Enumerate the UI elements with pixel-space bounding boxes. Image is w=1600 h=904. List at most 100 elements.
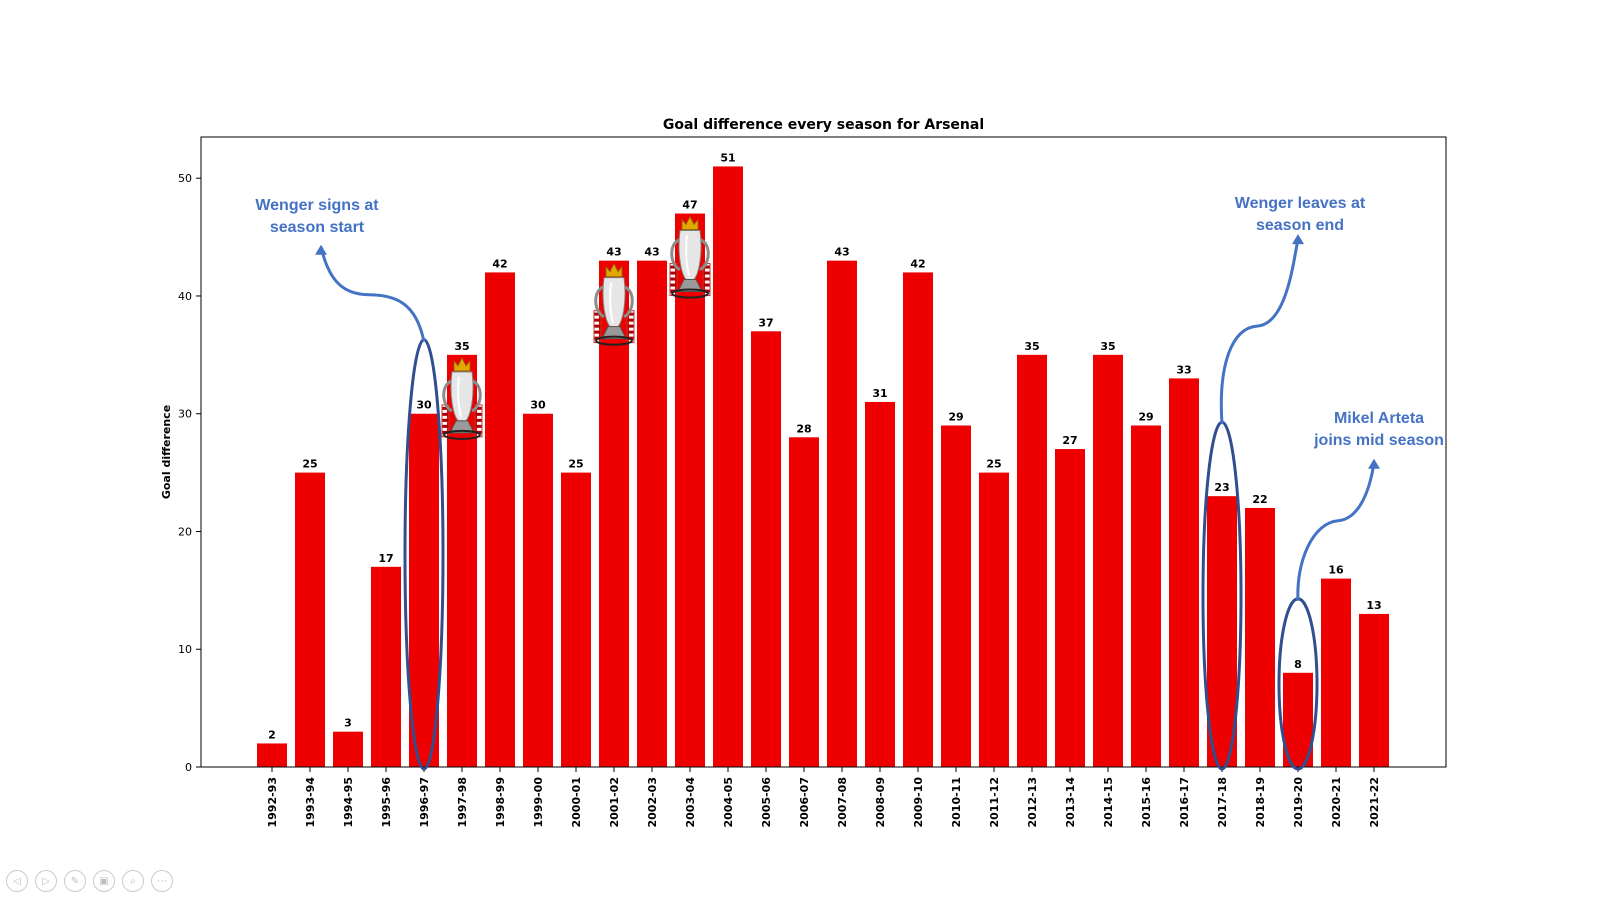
trophy-handle <box>442 379 453 413</box>
x-tick-label-2004-05: 2004-05 <box>722 777 735 828</box>
trophy-icon-1997-98 <box>441 356 483 440</box>
bar-2012-13 <box>1017 354 1047 767</box>
x-tick-label-2014-15: 2014-15 <box>1102 777 1115 828</box>
trophy-ribbon <box>594 330 601 334</box>
value-label-2019-20: 8 <box>1294 658 1302 671</box>
x-tick-label-2019-20: 2019-20 <box>1292 777 1305 828</box>
y-tick-label-40: 40 <box>178 290 192 303</box>
x-tick-label-1998-99: 1998-99 <box>494 777 507 828</box>
trophy-handle <box>699 238 710 271</box>
trophy-icon-2001-02 <box>593 262 635 346</box>
value-label-1997-98: 35 <box>454 340 469 353</box>
annotation-arrow-2019-20 <box>1296 462 1376 601</box>
zoom-icon[interactable]: ⌕ <box>122 870 144 892</box>
trophy-ribbon <box>475 412 482 416</box>
value-label-2005-06: 37 <box>758 316 773 329</box>
trophy-cup <box>602 277 626 328</box>
annotation-arrowhead-1996-97 <box>315 244 327 255</box>
trophy-ribbon <box>442 406 449 410</box>
y-tick-label-30: 30 <box>178 408 192 421</box>
x-tick-label-1993-94: 1993-94 <box>304 777 317 828</box>
value-label-2002-03: 43 <box>644 246 659 259</box>
slides-icon[interactable]: ▣ <box>93 870 115 892</box>
trophy-handle <box>594 285 605 319</box>
bar-2002-03 <box>637 260 667 767</box>
bar-2006-07 <box>789 437 819 767</box>
bar-2016-17 <box>1169 378 1199 767</box>
value-label-1995-96: 17 <box>378 552 393 565</box>
x-tick-label-1996-97: 1996-97 <box>418 777 431 828</box>
x-tick-label-2006-07: 2006-07 <box>798 777 811 828</box>
trophy-ribbon <box>670 271 677 275</box>
bar-1995-96 <box>371 566 401 767</box>
trophy-ribbon <box>594 324 601 328</box>
trophy-handle <box>471 379 482 413</box>
plot-frame <box>200 136 1447 768</box>
value-label-2017-18: 23 <box>1214 481 1229 494</box>
y-tick-label-0: 0 <box>185 761 192 774</box>
value-label-1999-00: 30 <box>530 399 546 412</box>
x-tick-label-2003-04: 2003-04 <box>684 777 697 828</box>
trophy-cup <box>450 371 474 422</box>
x-tick-label-2021-22: 2021-22 <box>1368 777 1381 828</box>
trophy-ribbon <box>442 412 449 416</box>
annotation-text-2017-18: Wenger leaves at <box>1235 195 1366 212</box>
bar-2009-10 <box>903 272 933 767</box>
x-tick-label-2017-18: 2017-18 <box>1216 777 1229 828</box>
trophy-ribbon <box>594 318 601 322</box>
value-label-2008-09: 31 <box>872 387 887 400</box>
next-icon[interactable]: ▷ <box>35 870 57 892</box>
bar-1994-95 <box>333 731 363 767</box>
value-label-2007-08: 43 <box>834 246 849 259</box>
x-tick-label-1994-95: 1994-95 <box>342 777 355 828</box>
bar-2008-09 <box>865 401 895 767</box>
more-icon[interactable]: ⋯ <box>151 870 173 892</box>
value-labels-layer: 2 25 3 17 30 35 42 30 25 43 43 47 51 37 28 43 31 42 29 25 35… <box>268 151 1381 741</box>
bar-2018-19 <box>1245 507 1275 767</box>
trophy-handle <box>623 285 634 319</box>
trophy-ribbon <box>627 312 634 316</box>
bar-1993-94 <box>295 472 325 767</box>
value-label-2013-14: 27 <box>1062 434 1077 447</box>
x-tick-label-2013-14: 2013-14 <box>1064 777 1077 828</box>
value-label-2003-04: 47 <box>682 199 697 212</box>
annotations-layer: Wenger signs at season start Wenger leaves… <box>255 195 1444 771</box>
trophy-cup <box>678 230 702 281</box>
x-tick-label-2015-16: 2015-16 <box>1140 777 1153 828</box>
trophy-ribbon <box>442 424 449 428</box>
bar-2013-14 <box>1055 449 1085 767</box>
x-tick-label-2001-02: 2001-02 <box>608 777 621 828</box>
value-label-1993-94: 25 <box>302 458 317 471</box>
trophy-layer <box>441 215 711 440</box>
value-label-1994-95: 3 <box>344 717 352 730</box>
trophy-ribbon <box>627 318 634 322</box>
value-label-2021-22: 13 <box>1366 599 1381 612</box>
x-tick-label-1992-93: 1992-93 <box>266 777 279 828</box>
bar-1992-93 <box>257 743 287 767</box>
bar-2010-11 <box>941 425 971 767</box>
value-label-2015-16: 29 <box>1138 411 1153 424</box>
trophy-handle <box>670 238 681 271</box>
trophy-shine <box>609 282 614 323</box>
value-label-1992-93: 2 <box>268 728 276 741</box>
trophy-shine <box>685 235 690 276</box>
trophy-ribbon <box>703 277 710 281</box>
x-tick-label-2012-13: 2012-13 <box>1026 777 1039 828</box>
x-tick-label-2020-21: 2020-21 <box>1330 777 1343 828</box>
x-tick-label-2005-06: 2005-06 <box>760 777 773 828</box>
x-tick-label-2008-09: 2008-09 <box>874 777 887 828</box>
bar-2021-22 <box>1359 613 1389 767</box>
bar-1996-97 <box>409 413 439 767</box>
annotation-text-1996-97: Wenger signs at <box>255 197 379 214</box>
trophy-plinth <box>595 335 633 346</box>
previous-icon[interactable]: ◁ <box>6 870 28 892</box>
pen-icon[interactable]: ✎ <box>64 870 86 892</box>
trophy-ribbon <box>475 406 482 410</box>
trophy-ribbon <box>670 277 677 281</box>
trophy-ribbon <box>475 418 482 422</box>
x-tick-label-2007-08: 2007-08 <box>836 777 849 828</box>
x-tick-label-2010-11: 2010-11 <box>950 777 963 828</box>
trophy-shine <box>457 376 462 418</box>
trophy-plinth <box>443 429 481 440</box>
